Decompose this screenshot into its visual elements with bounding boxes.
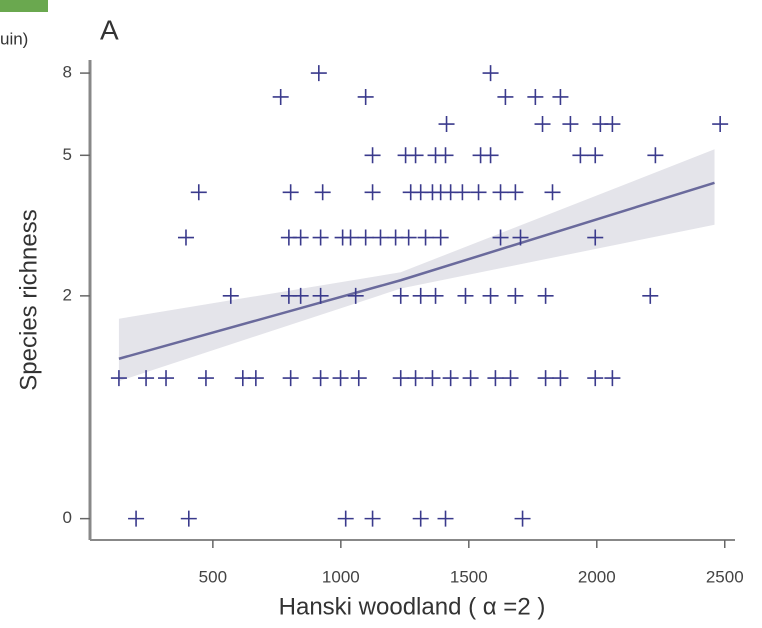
point — [364, 147, 381, 164]
point — [350, 370, 367, 387]
point — [407, 370, 424, 387]
x-axis-label: Hanski woodland ( α =2 ) — [279, 593, 546, 620]
point — [537, 287, 554, 304]
point — [128, 510, 145, 527]
point — [462, 370, 479, 387]
point — [282, 184, 299, 201]
point — [527, 88, 544, 105]
point — [487, 370, 504, 387]
point — [364, 510, 381, 527]
point — [482, 287, 499, 304]
corner-text: uin) — [0, 29, 28, 48]
point — [432, 229, 449, 246]
point — [442, 370, 459, 387]
point — [310, 65, 327, 82]
y-tick-label: 2 — [63, 285, 72, 304]
confidence-band — [118, 149, 715, 382]
point — [587, 229, 604, 246]
point — [190, 184, 207, 201]
point — [357, 88, 374, 105]
y-tick-label: 5 — [63, 145, 72, 164]
point — [424, 370, 441, 387]
point — [247, 370, 264, 387]
point — [437, 147, 454, 164]
y-axis-label: Species richness — [15, 209, 42, 390]
point — [712, 116, 729, 133]
point — [427, 287, 444, 304]
point — [454, 184, 471, 201]
point — [332, 370, 349, 387]
point — [292, 229, 309, 246]
x-tick-label: 1500 — [450, 567, 488, 586]
point — [507, 184, 524, 201]
point — [457, 287, 474, 304]
point — [337, 510, 354, 527]
point — [507, 287, 524, 304]
point — [400, 229, 417, 246]
point — [604, 116, 621, 133]
point — [492, 184, 509, 201]
point — [364, 184, 381, 201]
point — [604, 370, 621, 387]
point — [552, 370, 569, 387]
point — [407, 147, 424, 164]
point — [392, 287, 409, 304]
point — [292, 287, 309, 304]
point — [537, 370, 554, 387]
point — [412, 510, 429, 527]
point — [514, 510, 531, 527]
point — [534, 116, 551, 133]
point — [587, 370, 604, 387]
point — [180, 510, 197, 527]
point — [647, 147, 664, 164]
point — [372, 229, 389, 246]
corner-tab — [0, 0, 48, 12]
point — [512, 229, 529, 246]
point — [347, 287, 364, 304]
point — [158, 370, 175, 387]
point — [562, 116, 579, 133]
point — [312, 370, 329, 387]
point — [312, 229, 329, 246]
x-tick-label: 2000 — [578, 567, 616, 586]
point — [392, 370, 409, 387]
point — [482, 147, 499, 164]
point — [272, 88, 289, 105]
point — [502, 370, 519, 387]
point — [177, 229, 194, 246]
point — [497, 88, 514, 105]
y-tick-label: 8 — [63, 63, 72, 82]
y-tick-label: 0 — [63, 508, 72, 527]
point — [197, 370, 214, 387]
point — [438, 116, 455, 133]
point — [110, 370, 127, 387]
panel-label: A — [100, 14, 119, 45]
point — [222, 287, 239, 304]
fit-line — [118, 181, 715, 360]
point — [312, 287, 329, 304]
point — [587, 147, 604, 164]
point — [482, 65, 499, 82]
point — [314, 184, 331, 201]
point — [544, 184, 561, 201]
point — [412, 287, 429, 304]
point — [417, 229, 434, 246]
point — [552, 88, 569, 105]
point — [437, 510, 454, 527]
point — [492, 229, 509, 246]
point — [572, 147, 589, 164]
x-tick-label: 500 — [199, 567, 227, 586]
point — [138, 370, 155, 387]
x-tick-label: 1000 — [322, 567, 360, 586]
point — [470, 184, 487, 201]
point — [342, 229, 359, 246]
point — [357, 229, 374, 246]
x-tick-label: 2500 — [706, 567, 744, 586]
point — [642, 287, 659, 304]
point — [282, 370, 299, 387]
